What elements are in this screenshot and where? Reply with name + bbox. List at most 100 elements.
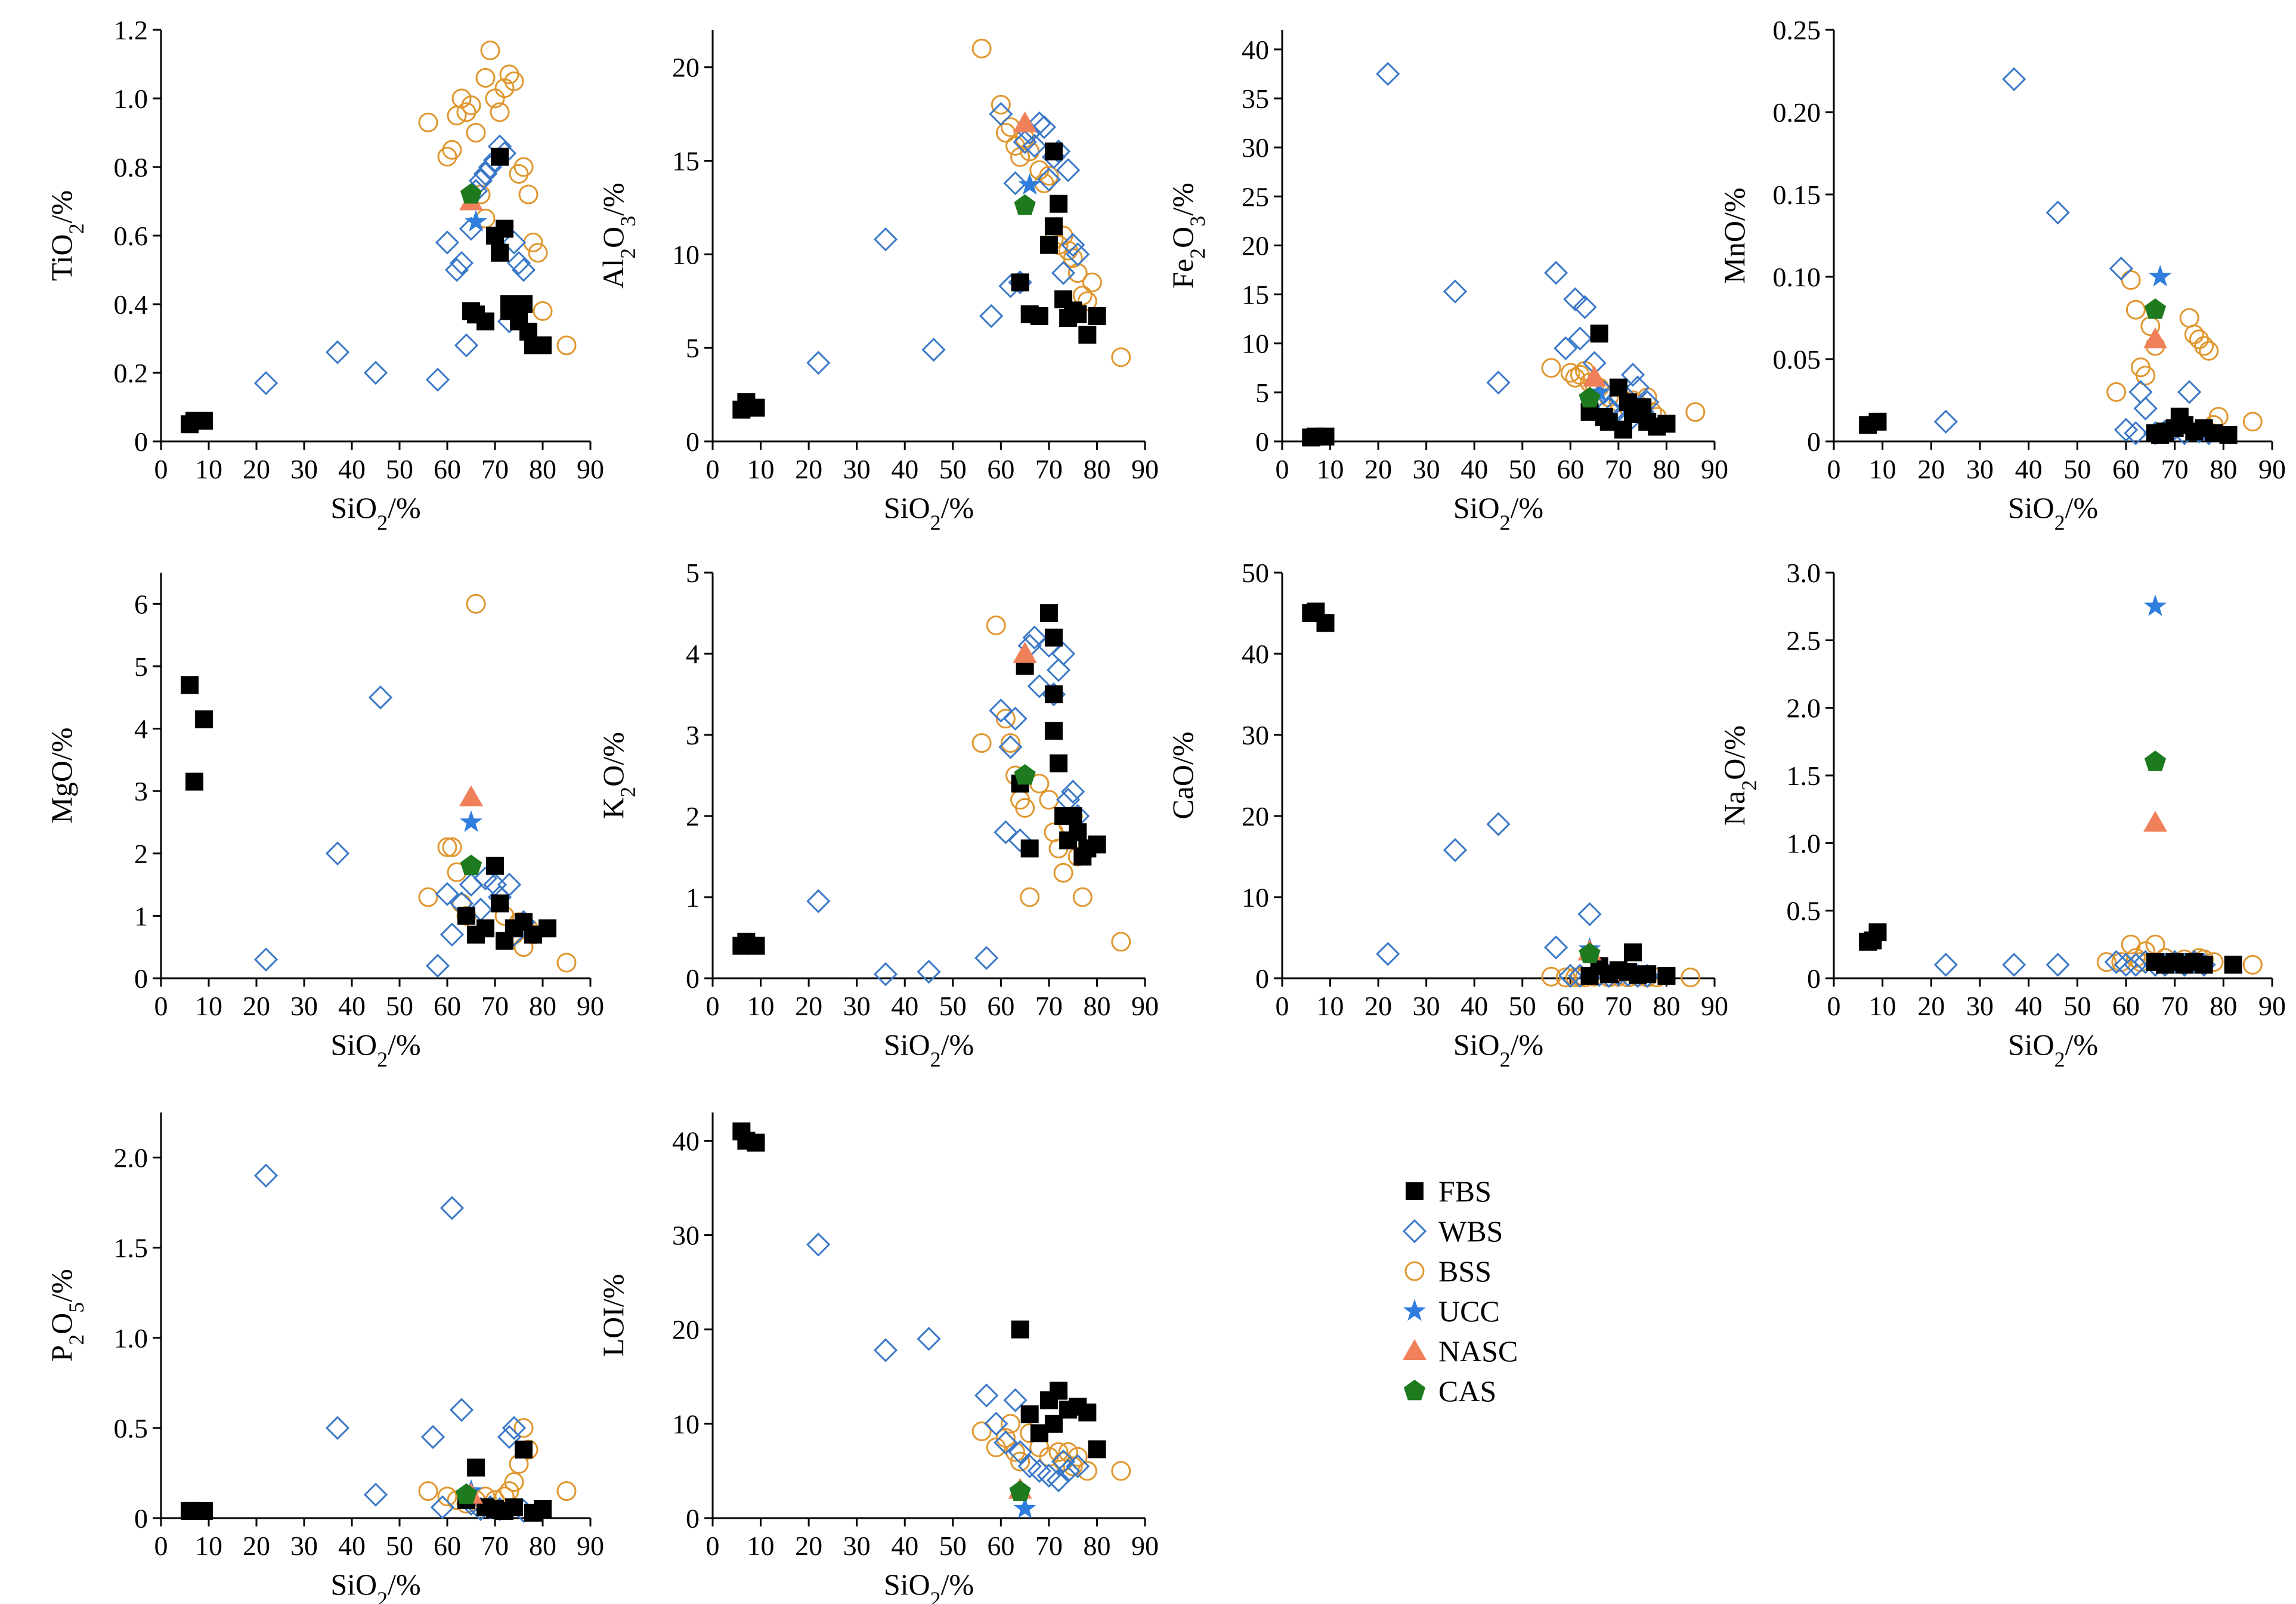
data-point <box>2002 67 2026 91</box>
data-point <box>994 1430 1018 1455</box>
data-point <box>534 1500 552 1518</box>
data-point <box>917 1327 941 1351</box>
series-wbs <box>253 1163 536 1523</box>
data-point <box>2144 750 2167 771</box>
data-point <box>437 147 457 167</box>
series-cas <box>1579 942 1601 963</box>
series-cas <box>455 1483 478 1504</box>
data-point <box>1554 336 1578 361</box>
data-point <box>1010 1451 1031 1472</box>
data-point <box>515 295 533 313</box>
y-tick-label: 30 <box>672 1220 700 1251</box>
data-point <box>440 922 465 947</box>
series-ucc <box>1588 380 1611 402</box>
data-point <box>2133 396 2158 421</box>
data-point <box>1072 887 1093 907</box>
data-point <box>995 709 1016 729</box>
data-point <box>1003 1388 1028 1413</box>
data-point <box>534 336 552 354</box>
series-cas <box>460 854 482 876</box>
x-tick-label: 60 <box>434 454 461 484</box>
data-point <box>513 937 534 957</box>
data-point <box>1072 285 1093 305</box>
y-tick-label: 2 <box>686 801 700 832</box>
data-point <box>460 810 482 832</box>
y-tick-label: 1.0 <box>114 1323 148 1353</box>
data-point <box>1544 935 1568 960</box>
data-point <box>1020 887 1040 907</box>
y-tick-label: 2.0 <box>1787 693 1821 724</box>
data-point <box>1051 1449 1076 1474</box>
data-point <box>476 919 494 938</box>
data-point <box>806 351 831 375</box>
y-axis-title: Al2O3/% <box>596 183 640 289</box>
data-point <box>991 94 1011 115</box>
data-point <box>1933 409 1958 434</box>
data-point <box>363 1482 388 1507</box>
legend-label: WBS <box>1438 1214 1503 1248</box>
x-tick-label: 20 <box>243 1531 270 1561</box>
x-tick-label: 20 <box>1917 991 1945 1021</box>
y-tick-label: 2 <box>134 839 148 869</box>
data-point <box>1030 307 1048 325</box>
y-tick-label: 1.0 <box>114 84 148 114</box>
data-point <box>502 230 527 255</box>
data-point <box>497 872 522 897</box>
series-bss <box>418 1418 577 1514</box>
x-tick-label: 60 <box>434 1531 461 1561</box>
x-tick-label: 80 <box>1653 991 1680 1021</box>
data-point <box>1044 628 1063 647</box>
y-tick-label: 30 <box>1242 720 1269 750</box>
data-point <box>181 676 199 694</box>
x-tick-label: 70 <box>1035 1531 1063 1561</box>
x-tick-label: 50 <box>2063 991 2091 1021</box>
data-point <box>1316 427 1335 446</box>
series-fbs <box>181 147 552 434</box>
x-tick-label: 10 <box>1869 991 1896 1021</box>
data-point <box>496 220 513 238</box>
data-point <box>2124 421 2148 446</box>
data-point <box>2143 811 2167 832</box>
data-point <box>533 301 553 321</box>
data-point <box>1039 166 1059 186</box>
x-tick-label: 40 <box>891 454 918 484</box>
data-point <box>497 1424 522 1450</box>
x-axis-title: SiO2/% <box>884 1568 974 1604</box>
series-bss <box>418 594 577 973</box>
data-point <box>1044 685 1063 703</box>
x-tick-label: 20 <box>795 1531 822 1561</box>
legend-label: UCC <box>1438 1294 1500 1328</box>
y-tick-label: 0 <box>1255 963 1269 994</box>
data-point <box>2136 366 2156 386</box>
data-point <box>873 1338 898 1362</box>
series-nasc <box>2143 811 2167 832</box>
series-fbs <box>181 1441 552 1522</box>
data-point <box>506 251 531 276</box>
y-tick-label: 20 <box>1242 801 1269 832</box>
x-tick-label: 10 <box>195 454 222 484</box>
y-tick-label: 0 <box>134 963 148 994</box>
data-point <box>1046 658 1071 682</box>
data-point <box>1577 902 1602 926</box>
x-tick-label: 80 <box>529 991 556 1021</box>
y-tick-label: 20 <box>672 52 700 83</box>
data-point <box>971 38 992 58</box>
data-point <box>984 1411 1008 1436</box>
data-point <box>1051 261 1076 285</box>
legend-marker <box>1402 1219 1427 1244</box>
data-point <box>1022 625 1047 650</box>
y-tick-label: 2.0 <box>114 1143 148 1173</box>
data-point <box>491 243 509 262</box>
data-point <box>513 157 534 177</box>
x-tick-label: 20 <box>795 991 822 1021</box>
x-tick-label: 40 <box>2015 454 2043 484</box>
x-axis-title: SiO2/% <box>1453 1028 1543 1071</box>
data-point <box>1044 142 1063 160</box>
data-point <box>325 340 350 364</box>
y-tick-label: 40 <box>1242 35 1269 65</box>
data-point <box>556 953 577 973</box>
data-point <box>1541 358 1561 378</box>
data-point <box>1044 722 1063 740</box>
x-tick-label: 10 <box>195 1531 222 1561</box>
chart-p2o5: 0 10 20 30 40 50 60 70 80 90 0 0.5 1.0 1.5 2.0 SiO2/% P2… <box>45 1112 604 1604</box>
